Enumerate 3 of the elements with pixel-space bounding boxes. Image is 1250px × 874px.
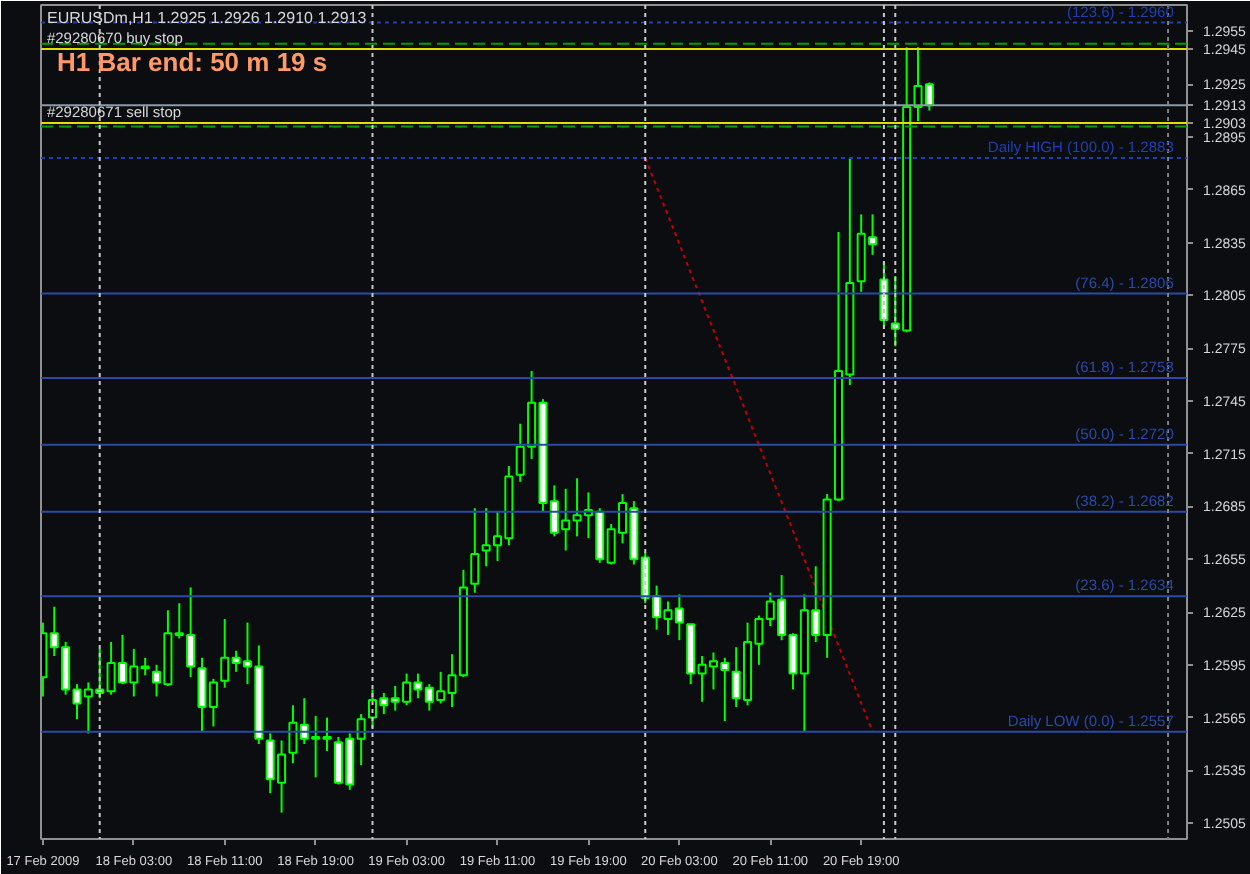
annotation: H1 Bar end: 50 m 19 s [57,47,328,77]
candlestick [470,507,480,594]
chart-title: EURUSDm,H1 1.2925 1.2926 1.2910 1.2913 [47,9,368,27]
